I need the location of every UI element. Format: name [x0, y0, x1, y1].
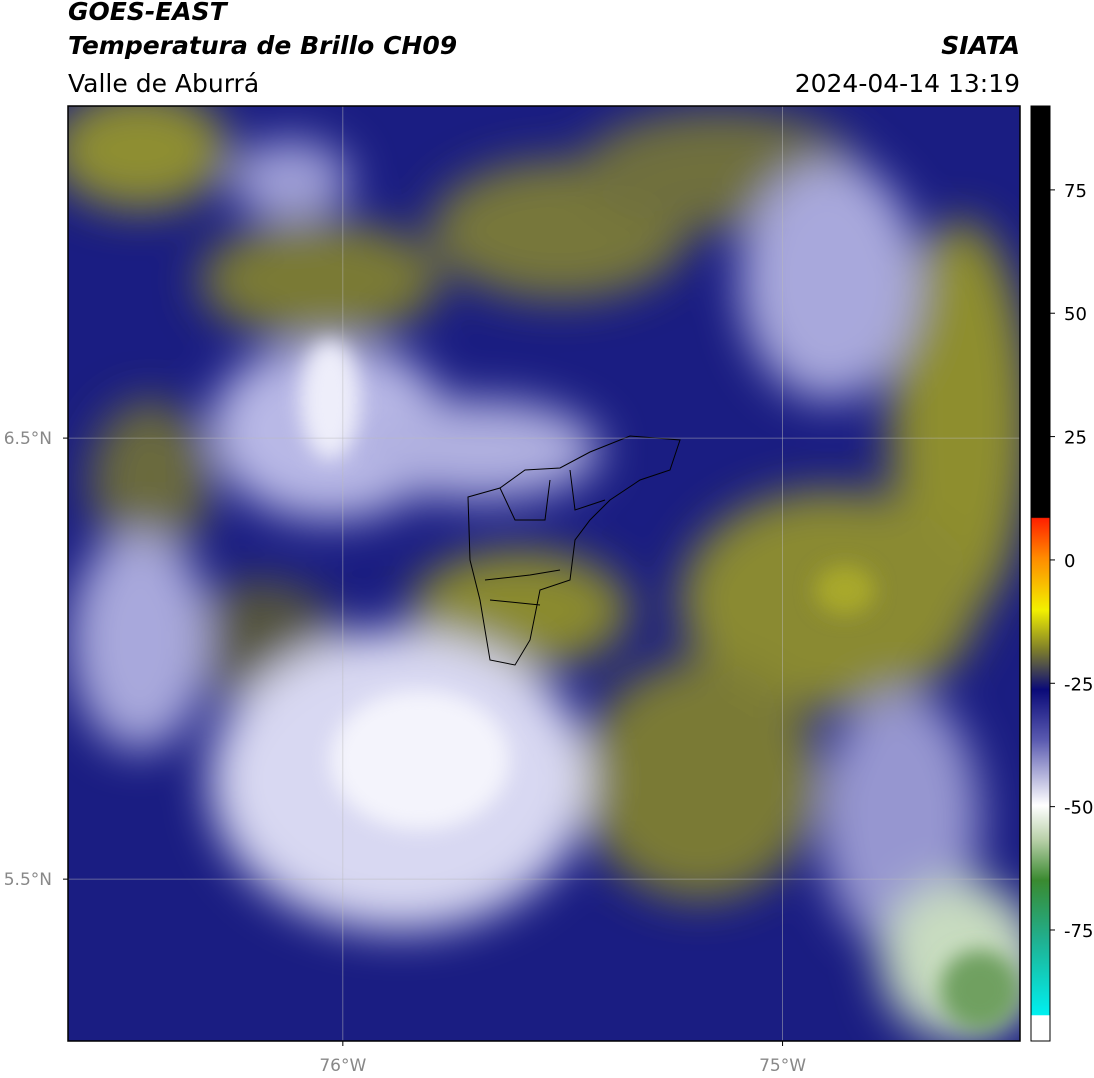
colorbar-tick-label: 75 [1064, 181, 1087, 202]
colorbar-tick-label: 25 [1064, 428, 1087, 449]
region: Valle de Aburrá [68, 69, 259, 98]
timestamp: 2024-04-14 13:19 [795, 69, 1020, 98]
colorbar-tick-label: -25 [1064, 674, 1093, 695]
colorbar-tick-label: 0 [1064, 551, 1075, 572]
y-tick-label: 6.5°N [4, 429, 52, 449]
valley-boundary [467, 435, 681, 666]
title: GOES-EAST [68, 0, 229, 26]
colorbar-tick-label: -75 [1064, 921, 1093, 942]
map-frame [67, 105, 1021, 1042]
subtitle: Temperatura de Brillo CH09 [68, 31, 457, 60]
colorbar-tick-label: 50 [1064, 304, 1087, 325]
x-tick-label: 75°W [759, 1056, 806, 1076]
graticule [68, 106, 1020, 1041]
satellite-image [68, 106, 1020, 1041]
colorbar [1030, 105, 1051, 1042]
source: SIATA [941, 31, 1020, 60]
x-tick-label: 76°W [319, 1056, 366, 1076]
y-tick-label: 5.5°N [4, 870, 52, 890]
colorbar-tick-label: -50 [1064, 798, 1093, 819]
